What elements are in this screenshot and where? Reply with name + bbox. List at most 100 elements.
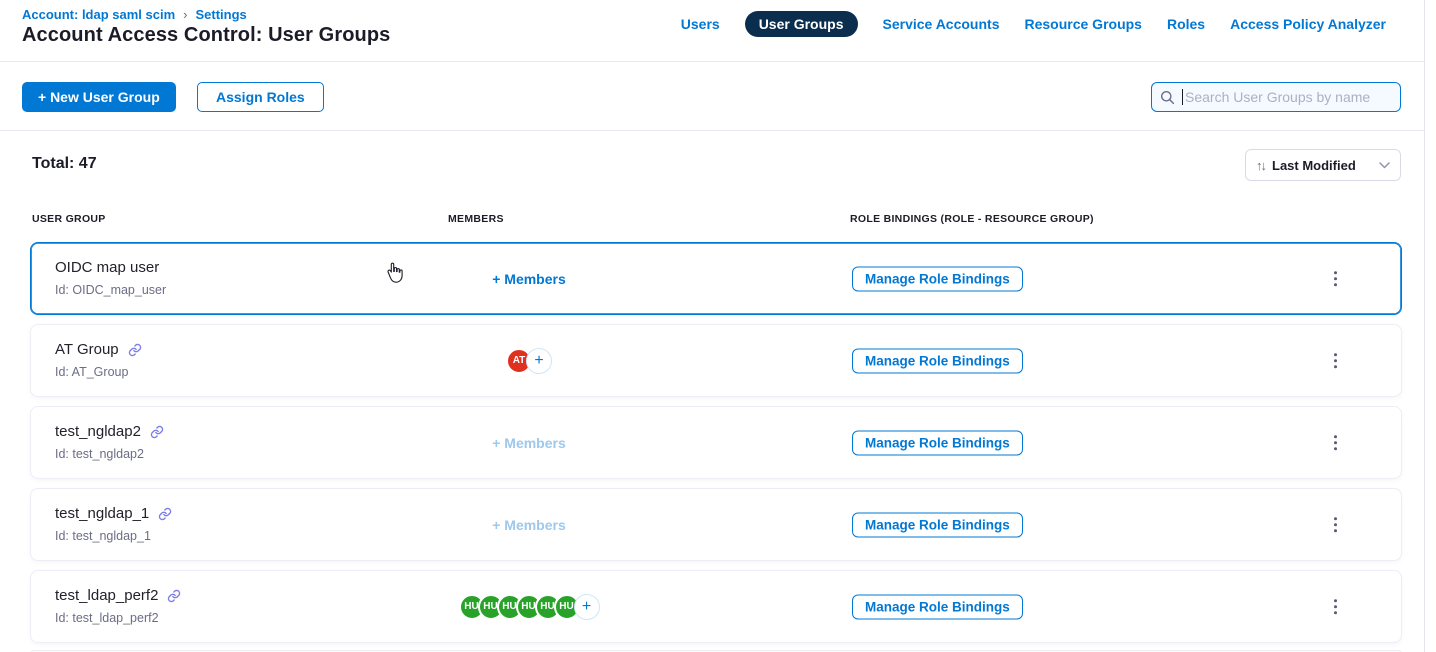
tab-roles[interactable]: Roles	[1166, 16, 1206, 32]
page-title: Account Access Control: User Groups	[22, 24, 391, 46]
member-avatar[interactable]: HU	[553, 593, 580, 620]
manage-role-bindings-button[interactable]: Manage Role Bindings	[852, 348, 1023, 373]
menu-dot	[1333, 276, 1337, 281]
user-group-id: Id: test_ngldap_1	[55, 529, 151, 543]
manage-role-bindings-button[interactable]: Manage Role Bindings	[852, 430, 1023, 455]
menu-dot	[1333, 446, 1337, 451]
add-members-link[interactable]: + Members	[492, 270, 566, 287]
role-bindings-cell: Manage Role Bindings	[852, 430, 1023, 455]
role-bindings-cell: Manage Role Bindings	[852, 348, 1023, 373]
linked-group-icon	[150, 425, 164, 439]
user-group-name-cell: test_ngldap_1 Id: test_ngldap_1	[55, 505, 172, 543]
page-header: Account: ldap saml scim › Settings Accou…	[0, 0, 1424, 62]
user-group-name: OIDC map user	[55, 259, 160, 276]
menu-dot	[1333, 610, 1337, 615]
user-group-name: test_ngldap2	[55, 423, 141, 440]
top-nav-tabs: Users User Groups Service Accounts Resource…	[681, 11, 1386, 37]
menu-dot	[1333, 516, 1337, 521]
tab-user-groups[interactable]: User Groups	[744, 11, 858, 37]
tab-users[interactable]: Users	[680, 16, 720, 32]
menu-dot	[1333, 270, 1337, 275]
user-group-name-cell: OIDC map user Id: OIDC_map_user	[55, 259, 166, 297]
user-group-id: Id: test_ldap_perf2	[55, 611, 159, 625]
menu-dot	[1333, 522, 1337, 527]
members-cell: + Members	[419, 243, 639, 314]
user-group-id: Id: OIDC_map_user	[55, 283, 167, 297]
row-options-menu-icon[interactable]	[1328, 593, 1344, 621]
role-bindings-cell: Manage Role Bindings	[852, 512, 1023, 537]
name-line: OIDC map user	[55, 259, 166, 276]
menu-dot	[1333, 434, 1337, 439]
members-cell: AT +	[419, 325, 639, 396]
search-box[interactable]	[1151, 82, 1401, 112]
user-group-name-cell: AT Group Id: AT_Group	[55, 341, 142, 379]
row-options-menu-icon[interactable]	[1328, 347, 1344, 375]
sort-selected-value: Last Modified	[1272, 157, 1356, 173]
chevron-down-icon	[1379, 161, 1390, 168]
user-group-name: test_ldap_perf2	[55, 587, 159, 604]
manage-role-bindings-button[interactable]: Manage Role Bindings	[852, 266, 1023, 291]
members-cell: + Members	[419, 489, 639, 560]
linked-group-icon	[158, 507, 172, 521]
search-input[interactable]	[1185, 89, 1392, 105]
column-header-members: MEMBERS	[448, 213, 504, 225]
column-header-user-group: USER GROUP	[32, 213, 106, 225]
name-line: test_ldap_perf2	[55, 587, 181, 604]
menu-dot	[1333, 352, 1337, 357]
manage-role-bindings-button[interactable]: Manage Role Bindings	[852, 594, 1023, 619]
menu-dot	[1333, 604, 1337, 609]
user-group-row[interactable]: OIDC map user Id: OIDC_map_user + Members M…	[30, 242, 1402, 315]
linked-group-icon	[128, 343, 142, 357]
role-bindings-cell: Manage Role Bindings	[852, 266, 1023, 291]
user-group-row[interactable]: AT Group Id: AT_Group AT + Manage Role Bindi…	[30, 324, 1402, 397]
user-group-row[interactable]: test_ngldap_1 Id: test_ngldap_1 + Members M…	[30, 488, 1402, 561]
row-options-menu-icon[interactable]	[1328, 511, 1344, 539]
menu-dot	[1333, 598, 1337, 603]
text-caret	[1182, 89, 1183, 105]
user-group-id: Id: test_ngldap2	[55, 447, 144, 461]
members-cell: HU HU HU HU HU HU +	[419, 571, 639, 642]
user-group-name: test_ngldap_1	[55, 505, 150, 522]
user-group-id: Id: AT_Group	[55, 365, 129, 379]
breadcrumb-separator-icon: ›	[183, 7, 188, 22]
manage-role-bindings-button[interactable]: Manage Role Bindings	[852, 512, 1023, 537]
role-bindings-cell: Manage Role Bindings	[852, 594, 1023, 619]
user-group-list: OIDC map user Id: OIDC_map_user + Members M…	[30, 242, 1402, 652]
name-line: test_ngldap2	[55, 423, 164, 440]
sort-arrows-icon: ↑↓	[1256, 157, 1267, 173]
breadcrumb-account-link[interactable]: Account: ldap saml scim	[22, 7, 176, 22]
menu-dot	[1333, 358, 1337, 363]
add-member-button[interactable]: +	[526, 347, 552, 374]
add-member-button[interactable]: +	[573, 593, 600, 620]
search-icon	[1161, 90, 1175, 104]
tab-resource-groups[interactable]: Resource Groups	[1024, 16, 1142, 32]
user-group-name-cell: test_ngldap2 Id: test_ngldap2	[55, 423, 164, 461]
toolbar: + New User Group Assign Roles	[0, 62, 1424, 131]
name-line: test_ngldap_1	[55, 505, 172, 522]
members-cell: + Members	[419, 407, 639, 478]
assign-roles-button[interactable]: Assign Roles	[197, 82, 324, 112]
tab-service-accounts[interactable]: Service Accounts	[882, 16, 1000, 32]
new-user-group-button[interactable]: + New User Group	[22, 82, 176, 112]
tab-access-policy-analyzer[interactable]: Access Policy Analyzer	[1230, 16, 1386, 32]
menu-dot	[1333, 282, 1337, 287]
add-members-link: + Members	[492, 516, 566, 533]
total-count: Total: 47	[32, 155, 97, 172]
row-options-menu-icon[interactable]	[1328, 265, 1344, 293]
menu-dot	[1333, 528, 1337, 533]
user-group-row[interactable]: test_ldap_perf2 Id: test_ldap_perf2 HU HU HU…	[30, 570, 1402, 643]
linked-group-icon	[167, 589, 181, 603]
add-members-link: + Members	[492, 434, 566, 451]
menu-dot	[1333, 440, 1337, 445]
user-group-name: AT Group	[55, 341, 119, 358]
user-group-row[interactable]: test_ngldap2 Id: test_ngldap2 + Members Man…	[30, 406, 1402, 479]
row-options-menu-icon[interactable]	[1328, 429, 1344, 457]
name-line: AT Group	[55, 341, 142, 358]
sort-dropdown[interactable]: ↑↓ Last Modified	[1245, 149, 1401, 181]
column-header-role-bindings: ROLE BINDINGS (ROLE - RESOURCE GROUP)	[850, 213, 1094, 225]
breadcrumb-settings-link[interactable]: Settings	[195, 7, 247, 22]
user-group-name-cell: test_ldap_perf2 Id: test_ldap_perf2	[55, 587, 181, 625]
breadcrumb: Account: ldap saml scim › Settings	[22, 7, 247, 22]
menu-dot	[1333, 364, 1337, 369]
